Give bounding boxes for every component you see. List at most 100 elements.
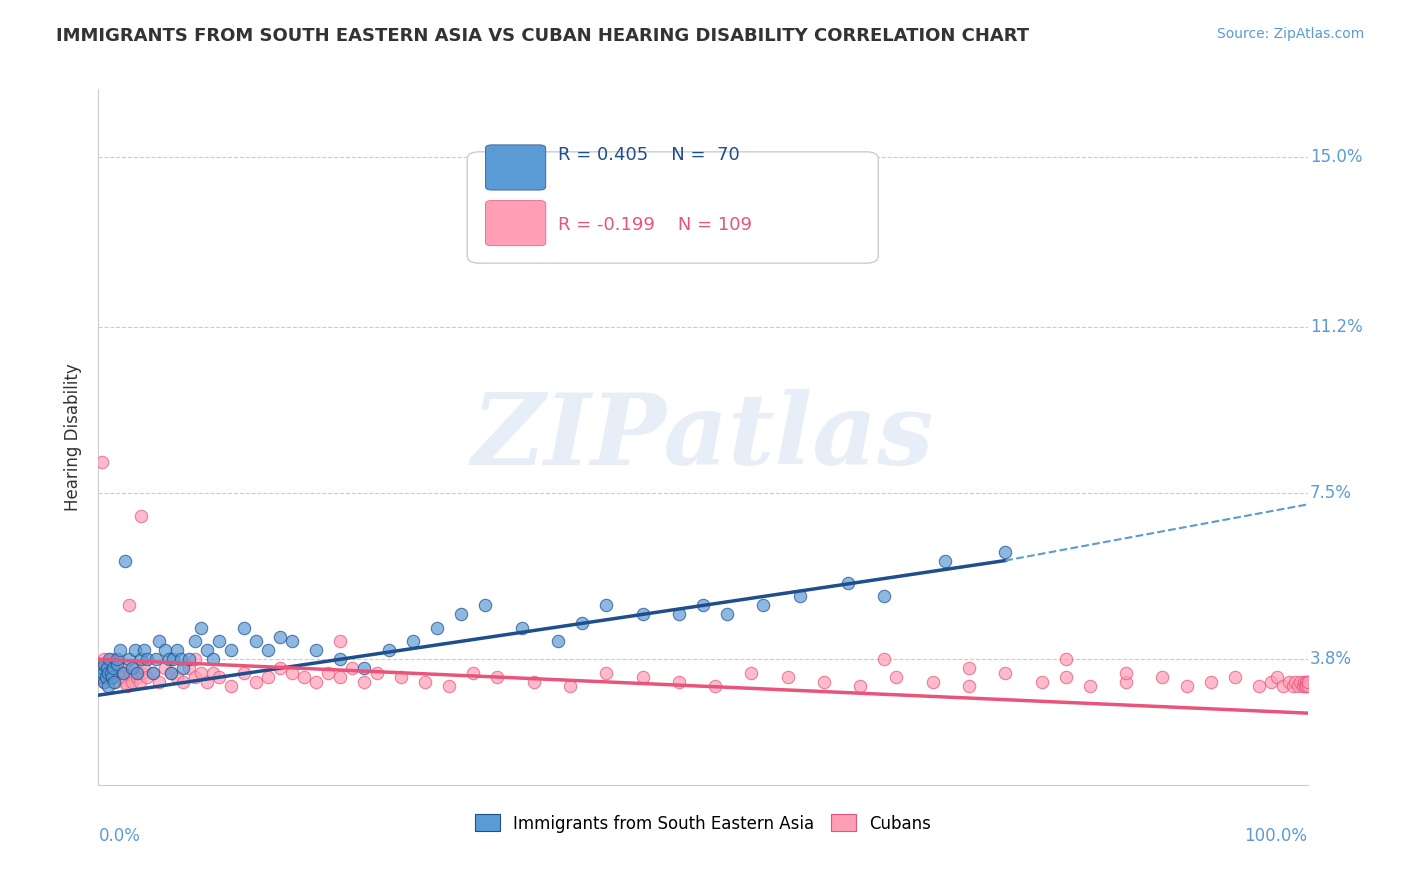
- Text: 100.0%: 100.0%: [1244, 827, 1308, 845]
- Point: [208, 634, 231, 648]
- Point: [329, 652, 352, 666]
- Point: [142, 665, 165, 680]
- Point: [316, 665, 339, 680]
- Point: [108, 661, 131, 675]
- Point: [558, 679, 581, 693]
- Point: [1115, 665, 1137, 680]
- Point: [1199, 674, 1222, 689]
- Text: 11.2%: 11.2%: [1310, 318, 1362, 336]
- Text: 15.0%: 15.0%: [1310, 147, 1362, 166]
- Point: [98, 670, 121, 684]
- Point: [129, 508, 152, 523]
- Point: [100, 665, 122, 680]
- Point: [221, 679, 243, 693]
- Point: [789, 590, 811, 604]
- Point: [172, 661, 194, 675]
- Point: [93, 657, 115, 671]
- Point: [221, 643, 243, 657]
- Point: [1260, 674, 1282, 689]
- Point: [329, 670, 352, 684]
- Point: [111, 665, 134, 680]
- Point: [89, 657, 111, 671]
- Text: IMMIGRANTS FROM SOUTH EASTERN ASIA VS CUBAN HEARING DISABILITY CORRELATION CHART: IMMIGRANTS FROM SOUTH EASTERN ASIA VS CU…: [56, 27, 1029, 45]
- Point: [179, 652, 201, 666]
- Point: [269, 630, 291, 644]
- Point: [166, 643, 188, 657]
- Point: [1031, 674, 1053, 689]
- Point: [1078, 679, 1101, 693]
- Point: [195, 674, 218, 689]
- Point: [994, 665, 1017, 680]
- Point: [716, 607, 738, 622]
- Point: [329, 634, 352, 648]
- Point: [190, 665, 212, 680]
- Point: [1295, 674, 1317, 689]
- Point: [269, 661, 291, 675]
- Point: [232, 621, 254, 635]
- FancyBboxPatch shape: [485, 201, 546, 245]
- Point: [873, 652, 896, 666]
- Point: [160, 665, 183, 680]
- Point: [1249, 679, 1271, 693]
- Point: [245, 634, 267, 648]
- Point: [131, 665, 153, 680]
- Text: R = 0.405    N =  70: R = 0.405 N = 70: [558, 146, 740, 164]
- Point: [474, 599, 496, 613]
- Point: [129, 652, 152, 666]
- Point: [1282, 679, 1305, 693]
- Point: [1294, 679, 1316, 693]
- Point: [1223, 670, 1246, 684]
- Point: [153, 643, 176, 657]
- Point: [305, 674, 328, 689]
- Point: [114, 674, 136, 689]
- Point: [256, 643, 278, 657]
- Point: [1295, 679, 1317, 693]
- Point: [107, 665, 129, 680]
- Point: [179, 661, 201, 675]
- Point: [101, 661, 124, 675]
- Point: [91, 665, 114, 680]
- Point: [1292, 679, 1315, 693]
- Point: [160, 665, 183, 680]
- Point: [184, 652, 207, 666]
- Point: [90, 670, 112, 684]
- Point: [547, 634, 569, 648]
- Point: [776, 670, 799, 684]
- Point: [202, 652, 225, 666]
- Point: [292, 670, 315, 684]
- Point: [886, 670, 908, 684]
- Point: [94, 670, 117, 684]
- Point: [148, 674, 170, 689]
- Point: [208, 670, 231, 684]
- Point: [124, 643, 146, 657]
- Point: [366, 665, 388, 680]
- Point: [184, 634, 207, 648]
- Point: [1289, 674, 1312, 689]
- Point: [450, 607, 472, 622]
- Point: [100, 652, 122, 666]
- Point: [135, 652, 157, 666]
- Point: [93, 674, 115, 689]
- Point: [90, 670, 112, 684]
- Point: [98, 652, 121, 666]
- Text: Source: ZipAtlas.com: Source: ZipAtlas.com: [1216, 27, 1364, 41]
- Point: [353, 661, 375, 675]
- Point: [281, 665, 304, 680]
- Text: 0.0%: 0.0%: [98, 827, 141, 845]
- Point: [426, 621, 449, 635]
- Point: [463, 665, 485, 680]
- Point: [631, 607, 654, 622]
- Point: [93, 652, 115, 666]
- Point: [1272, 679, 1295, 693]
- Point: [190, 621, 212, 635]
- Point: [117, 679, 139, 693]
- Point: [96, 665, 118, 680]
- Point: [100, 665, 122, 680]
- Point: [157, 652, 180, 666]
- Point: [108, 643, 131, 657]
- Point: [100, 670, 122, 684]
- Point: [104, 674, 127, 689]
- Point: [105, 657, 128, 671]
- Point: [437, 679, 460, 693]
- Point: [1296, 674, 1319, 689]
